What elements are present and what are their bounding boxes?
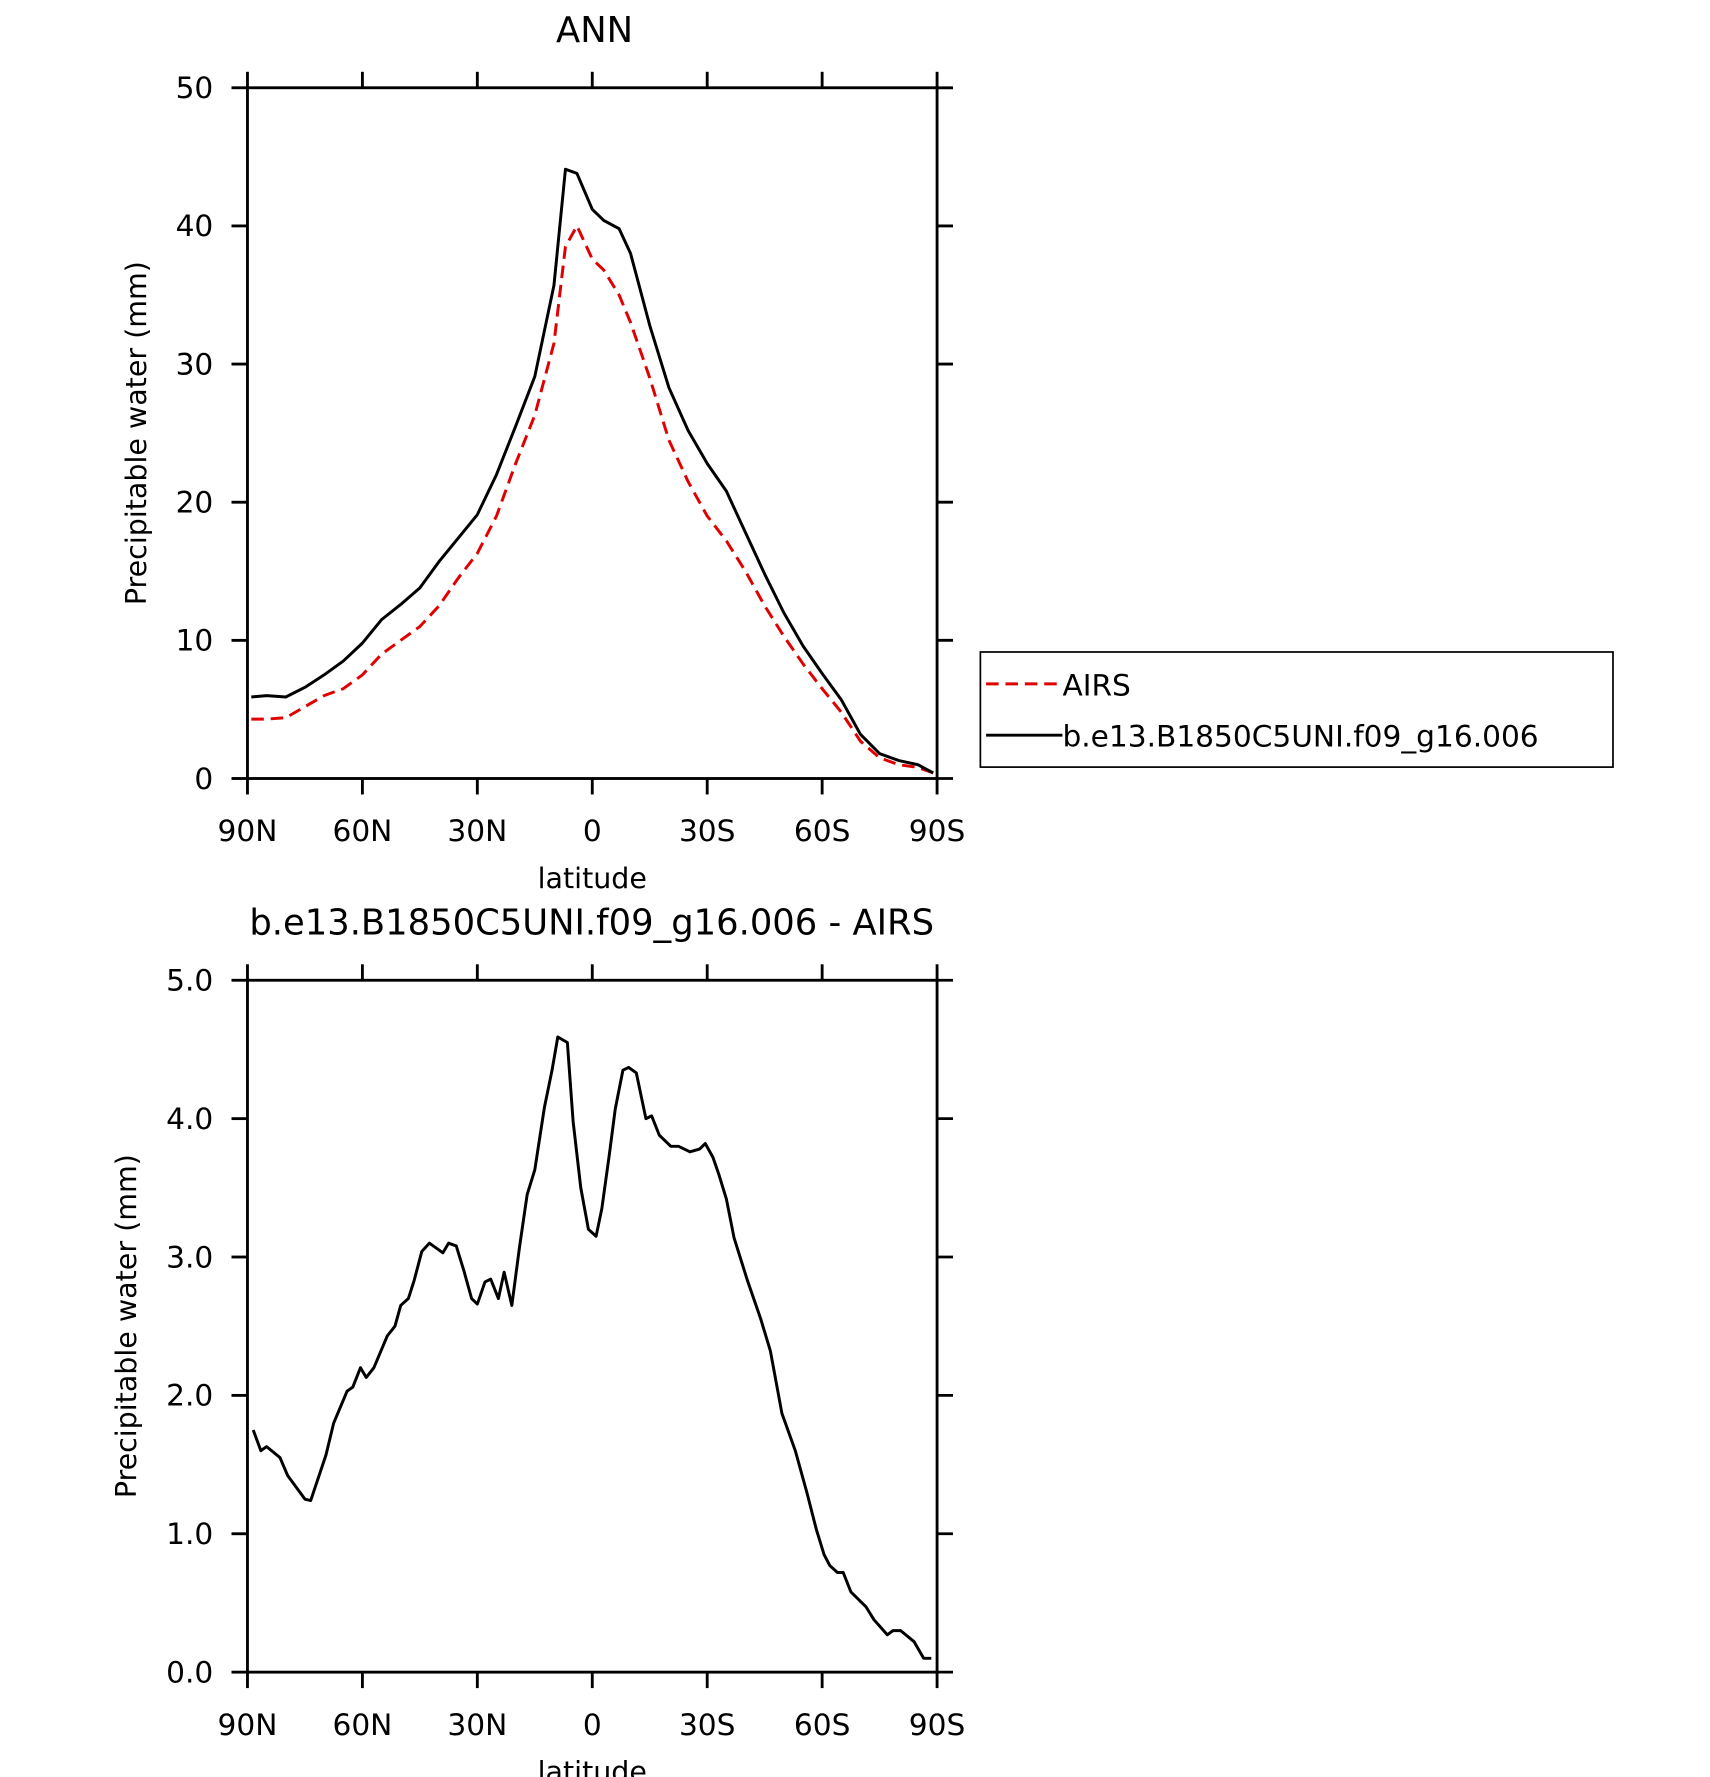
x-tick-label: 90N (218, 813, 278, 848)
y-tick-label: 3.0 (166, 1239, 213, 1274)
y-tick-label: 0.0 (166, 1654, 213, 1689)
x-tick-label: 90N (218, 1707, 278, 1742)
x-tick-label: 30S (679, 1707, 736, 1742)
chart-title: ANN (556, 10, 633, 51)
y-tick-label: 20 (176, 484, 214, 519)
x-tick-label: 30N (447, 813, 507, 848)
y-tick-label: 2.0 (166, 1378, 213, 1413)
data-line (251, 1035, 932, 1660)
x-tick-label: 0 (583, 813, 602, 848)
x-tick-label: 90S (909, 813, 966, 848)
y-tick-label: 5.0 (166, 963, 213, 998)
y-tick-label: 10 (176, 623, 214, 658)
x-tick-label: 60N (332, 813, 392, 848)
y-axis-label: Precipitable water (mm) (120, 261, 153, 605)
data-line (251, 224, 934, 775)
legend-box (979, 651, 1614, 768)
chart-title: b.e13.B1850C5UNI.f09_g16.006 - AIRS (249, 903, 934, 944)
y-tick-label: 0 (194, 761, 213, 796)
x-axis-label: latitude (538, 862, 647, 895)
x-tick-label: 60S (794, 1707, 851, 1742)
x-tick-label: 30S (679, 813, 736, 848)
y-tick-label: 30 (176, 346, 214, 381)
x-axis-label: latitude (538, 1756, 647, 1777)
y-tick-label: 50 (176, 70, 214, 105)
y-tick-label: 1.0 (166, 1516, 213, 1551)
data-line (251, 167, 934, 775)
y-tick-label: 4.0 (166, 1101, 213, 1136)
y-tick-label: 40 (176, 208, 214, 243)
y-axis-label: Precipitable water (mm) (110, 1154, 143, 1498)
x-tick-label: 60S (794, 813, 851, 848)
x-tick-label: 0 (583, 1707, 602, 1742)
x-tick-label: 30N (447, 1707, 507, 1742)
plot-frame (246, 86, 939, 780)
legend-label: AIRS (1062, 667, 1130, 702)
legend-label: b.e13.B1850C5UNI.f09_g16.006 (1062, 719, 1538, 754)
x-tick-label: 60N (332, 1707, 392, 1742)
x-tick-label: 90S (909, 1707, 966, 1742)
